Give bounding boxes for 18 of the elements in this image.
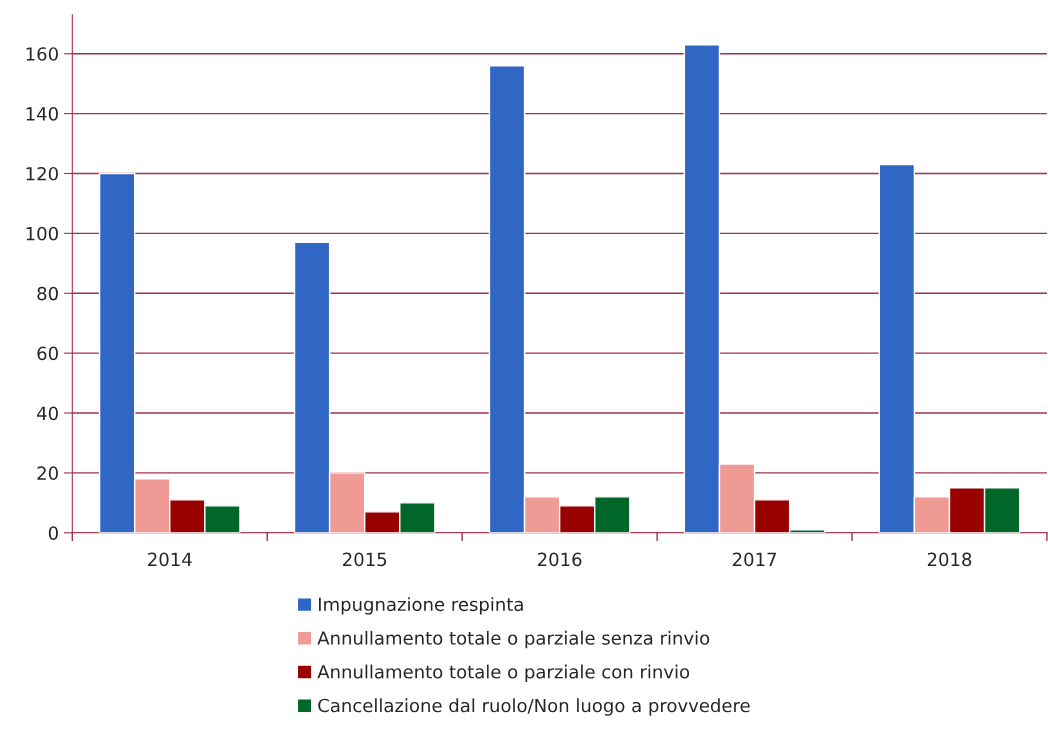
y-tick-label: 120 (26, 166, 58, 181)
legend-label: Annullamento totale o parziale con rinvio (317, 664, 690, 683)
y-tick-label: 40 (37, 406, 58, 421)
y-tick-label: 100 (26, 226, 58, 241)
y-tick-label: 140 (26, 107, 58, 121)
y-tick-label: 20 (37, 466, 58, 481)
y-tick-label: 60 (37, 346, 58, 361)
legend-label: Cancellazione dal ruolo/Non luogo a provvedere (318, 698, 750, 716)
y-tick-label: 0 (48, 526, 58, 540)
x-tick-label: 2016 (537, 552, 582, 567)
y-tick-label: 80 (37, 286, 58, 301)
y-tick-label: 160 (26, 47, 58, 61)
x-tick-label: 2015 (343, 552, 387, 567)
x-tick-label: 2018 (927, 552, 972, 567)
legend-label: Annullamento totale o parziale senza rinvio (317, 630, 710, 649)
x-tick-label: 2014 (148, 552, 192, 567)
x-tick-label: 2017 (732, 552, 776, 567)
legend-label: Impugnazione respinta (318, 597, 523, 615)
